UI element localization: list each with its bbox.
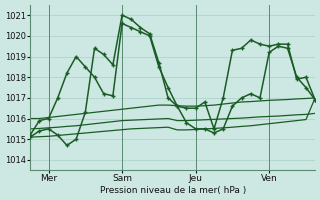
X-axis label: Pression niveau de la mer( hPa ): Pression niveau de la mer( hPa )	[100, 186, 246, 195]
